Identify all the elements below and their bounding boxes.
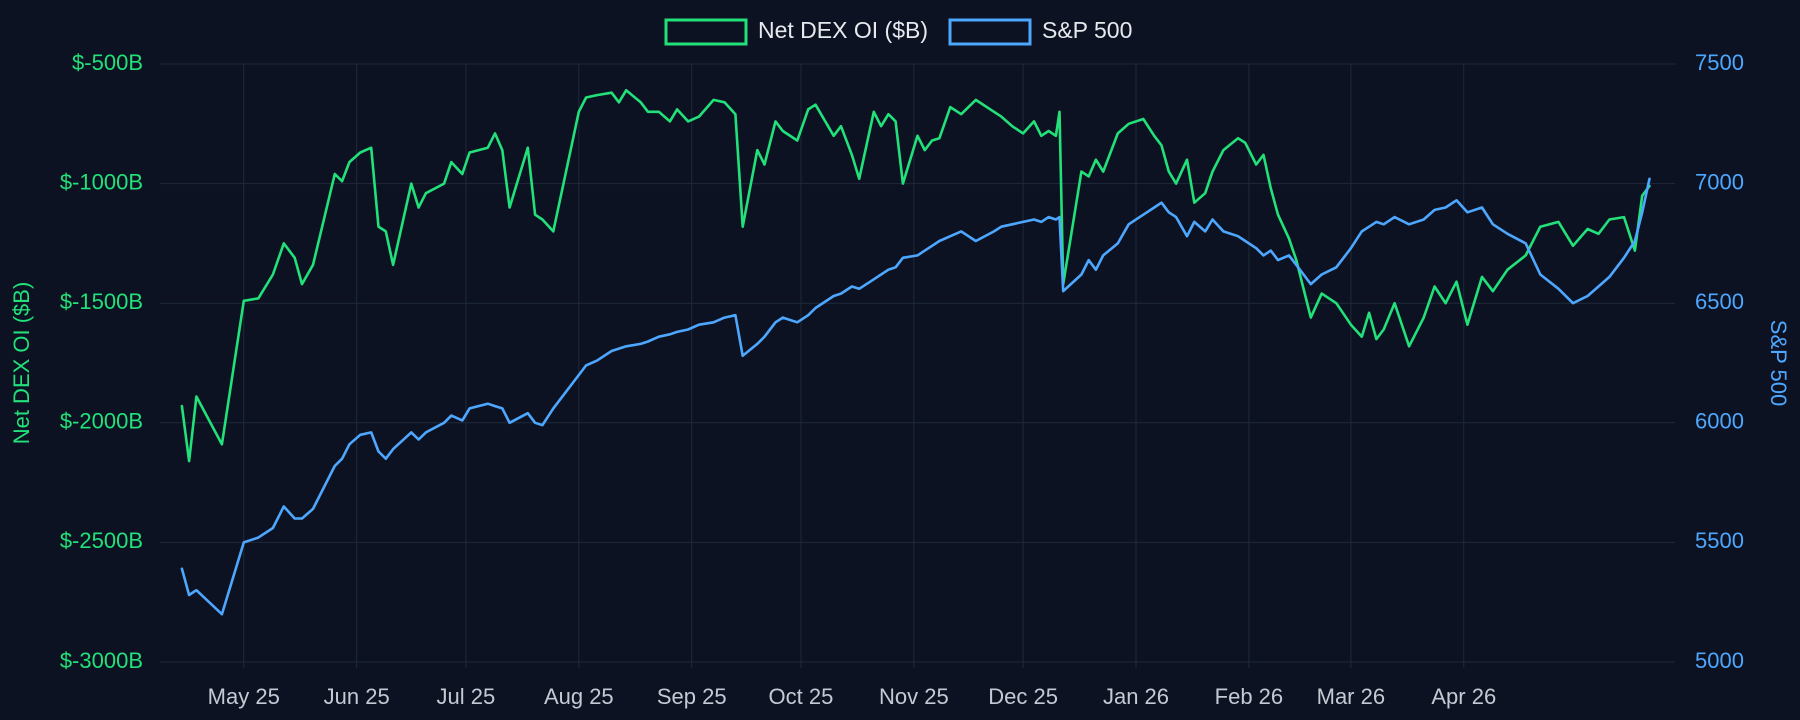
x-tick-label: Jun 25 — [324, 684, 390, 709]
left-tick-label: $-1000B — [60, 169, 143, 194]
x-tick-label: Oct 25 — [769, 684, 834, 709]
x-tick-label: Jul 25 — [437, 684, 496, 709]
legend: Net DEX OI ($B) S&P 500 — [664, 17, 1132, 46]
x-tick-label: Apr 26 — [1431, 684, 1496, 709]
left-tick-label: $-2000B — [60, 409, 143, 434]
right-tick-label: 6000 — [1695, 409, 1744, 434]
x-tick-label: Feb 26 — [1215, 684, 1284, 709]
legend-item-sp500[interactable]: S&P 500 — [948, 17, 1132, 46]
left-axis-title: Net DEX OI ($B) — [9, 282, 34, 445]
right-axis-ticks: 7500 7000 6500 6000 5500 5000 — [1695, 50, 1744, 673]
x-tick-label: Dec 25 — [988, 684, 1058, 709]
legend-swatch-net-dex-oi — [664, 18, 748, 46]
right-axis-title: S&P 500 — [1766, 320, 1791, 406]
x-tick-label: Mar 26 — [1317, 684, 1385, 709]
series-line-net-dex-oi — [180, 89, 1651, 463]
left-tick-label: $-1500B — [60, 289, 143, 314]
x-tick-label: Nov 25 — [879, 684, 949, 709]
series-line-sp500 — [180, 177, 1651, 616]
right-tick-label: 5500 — [1695, 528, 1744, 553]
x-tick-label: Jan 26 — [1103, 684, 1169, 709]
left-axis-ticks: $-500B $-1000B $-1500B $-2000B $-2500B $-3000… — [60, 50, 143, 673]
x-tick-label: Aug 25 — [544, 684, 614, 709]
series-layer — [180, 89, 1651, 616]
left-tick-label: $-3000B — [60, 648, 143, 673]
left-tick-label: $-2500B — [60, 528, 143, 553]
legend-item-net-dex-oi[interactable]: Net DEX OI ($B) — [664, 17, 928, 46]
x-axis-ticks: May 25 Jun 25 Jul 25 Aug 25 Sep 25 Oct 25 Nov … — [208, 684, 1497, 709]
right-tick-label: 7500 — [1695, 50, 1744, 75]
right-tick-label: 5000 — [1695, 648, 1744, 673]
x-tick-label: Sep 25 — [657, 684, 727, 709]
right-tick-label: 7000 — [1695, 169, 1744, 194]
legend-swatch-sp500 — [948, 18, 1032, 46]
legend-label-net-dex-oi: Net DEX OI ($B) — [758, 17, 928, 43]
right-tick-label: 6500 — [1695, 289, 1744, 314]
legend-label-sp500: S&P 500 — [1042, 17, 1132, 43]
left-tick-label: $-500B — [72, 50, 143, 75]
x-tick-label: May 25 — [208, 684, 280, 709]
gridlines — [160, 63, 1675, 668]
